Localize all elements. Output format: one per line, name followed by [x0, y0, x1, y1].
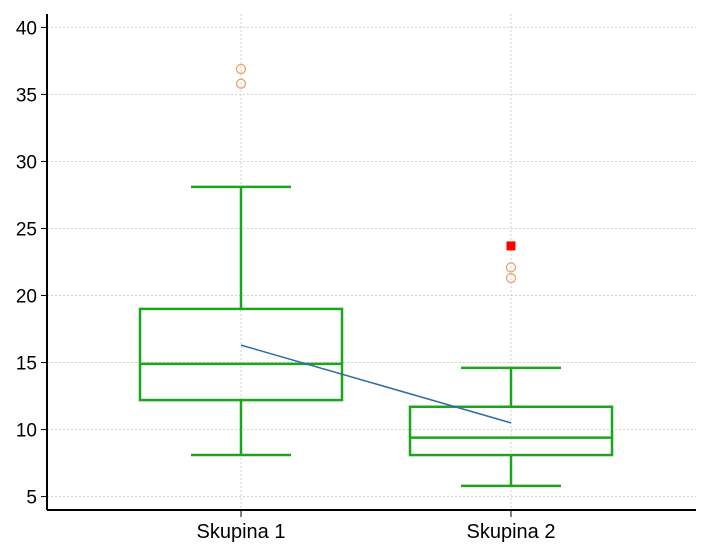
- y-tick-label-15: 15: [16, 354, 37, 375]
- grid-layer: [47, 14, 696, 510]
- axis-layer: [41, 14, 696, 517]
- y-tick-label-35: 35: [16, 85, 37, 106]
- y-tick-label-40: 40: [16, 18, 37, 39]
- outlier-point-1-2: [237, 64, 246, 73]
- y-tick-label-30: 30: [16, 152, 37, 173]
- x-tick-label-1: Skupina 1: [197, 521, 286, 543]
- label-layer: 5 10 15 20 25 30 35 40 Skupina 1 Skupina 2: [16, 18, 556, 543]
- y-tick-label-5: 5: [26, 488, 37, 509]
- x-tick-label-2: Skupina 2: [467, 521, 556, 543]
- y-tick-label-20: 20: [16, 287, 37, 308]
- y-tick-label-10: 10: [16, 421, 37, 442]
- mean-connector-line: [241, 345, 511, 423]
- far-outlier-point-2-1: [507, 241, 516, 250]
- data-layer: [140, 64, 612, 485]
- y-tick-label-25: 25: [16, 219, 37, 240]
